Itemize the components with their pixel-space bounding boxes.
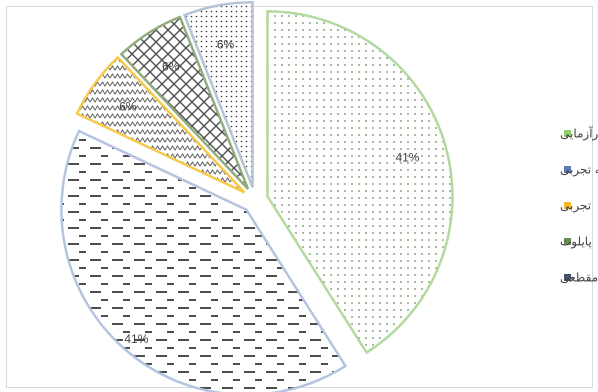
- legend-label-1: کارآزمایی: [560, 126, 598, 142]
- legend-swatch-2: [564, 166, 571, 173]
- data-label-1: 41%: [395, 151, 419, 165]
- legend-label-5: مقطعی: [560, 271, 598, 285]
- legend-label-2: نیمه تجربی: [560, 163, 598, 178]
- slice-5: [182, 0, 254, 188]
- data-label-4: 6%: [162, 59, 180, 73]
- legend-label-3: تجربی: [560, 199, 591, 214]
- slice-1: [266, 10, 454, 355]
- slice-4: [119, 15, 250, 190]
- legend-swatch-1: [564, 130, 571, 137]
- legend-swatch-5: [564, 274, 571, 281]
- data-label-3: 6%: [119, 100, 137, 114]
- legend-swatch-4: [564, 238, 571, 245]
- data-label-2: 41%: [124, 332, 148, 346]
- legend-swatch-3: [564, 202, 571, 209]
- slice-3: [75, 55, 246, 194]
- data-label-5: 6%: [217, 38, 235, 52]
- slice-2: [60, 129, 348, 392]
- legend-label-4: پایلوت: [560, 235, 592, 250]
